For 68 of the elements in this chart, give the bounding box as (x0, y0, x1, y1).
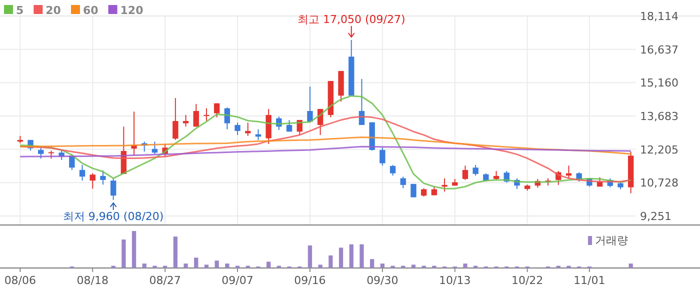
candlestick (245, 122, 251, 136)
x-tick-label: 11/01 (574, 274, 606, 287)
bar (411, 264, 416, 268)
candlestick (380, 147, 386, 166)
x-tick-label: 08/18 (76, 274, 108, 287)
candlestick (390, 164, 396, 176)
legend-label: 120 (120, 4, 144, 17)
y-tick-label: 9,251 (640, 210, 672, 223)
legend-label: 60 (82, 4, 99, 17)
legend-label: 20 (46, 4, 62, 17)
candlestick (152, 141, 158, 154)
x-tick-label: 09/16 (294, 274, 326, 287)
bar (328, 255, 333, 268)
bar (380, 264, 384, 268)
candlestick (472, 164, 478, 176)
y-tick-label: 16,637 (640, 43, 678, 56)
line-series (19, 136, 632, 155)
candlestick (172, 97, 178, 140)
candlestick (307, 86, 313, 122)
x-tick-label: 09/07 (222, 274, 254, 287)
bar (463, 264, 468, 268)
bar (266, 262, 271, 268)
candlestick (266, 108, 272, 144)
y-tick-label: 15,160 (640, 76, 678, 90)
y-tick-label: 13,683 (640, 110, 678, 123)
candlestick (100, 170, 106, 186)
bar (370, 259, 374, 268)
bar (194, 258, 198, 268)
bar (628, 264, 633, 268)
bar (122, 240, 126, 268)
x-tick-label: 08/06 (4, 274, 36, 287)
x-tick-label: 08/27 (149, 274, 181, 287)
legend-label: 5 (16, 4, 24, 17)
annotation: 최고 17,050 (09/27) (297, 13, 406, 26)
bar (184, 264, 188, 268)
bar (360, 244, 364, 268)
candlestick (462, 165, 468, 180)
x-tick-label: 10/13 (439, 274, 471, 287)
bar (173, 236, 178, 268)
candlestick (38, 147, 44, 160)
candlestick (110, 178, 116, 200)
legend-label: 거래량 (595, 234, 628, 247)
y-tick-label: 10,728 (640, 176, 678, 190)
bar (349, 244, 354, 268)
candlestick (400, 176, 406, 189)
candlestick (204, 108, 210, 122)
candlestick (442, 178, 448, 192)
candlestick (410, 183, 416, 198)
bar (214, 260, 219, 268)
bar (132, 231, 136, 268)
candlestick (193, 103, 199, 128)
candlestick (79, 164, 86, 182)
candlestick (90, 172, 96, 190)
bar (225, 264, 230, 268)
bar (142, 264, 146, 268)
y-tick-label: 12,205 (640, 143, 678, 156)
bar (338, 248, 344, 268)
bar (204, 264, 209, 268)
legend: 거래량 (588, 234, 628, 247)
candlestick (214, 102, 220, 118)
bar (318, 264, 322, 268)
annotation: 최저 9,960 (08/20) (62, 210, 164, 223)
bar (308, 245, 312, 268)
x-tick-label: 09/30 (366, 274, 398, 287)
candlestick (234, 122, 240, 136)
candlestick (182, 114, 189, 128)
x-tick-label: 10/22 (511, 274, 544, 287)
y-tick-label: 18,114 (640, 10, 678, 23)
